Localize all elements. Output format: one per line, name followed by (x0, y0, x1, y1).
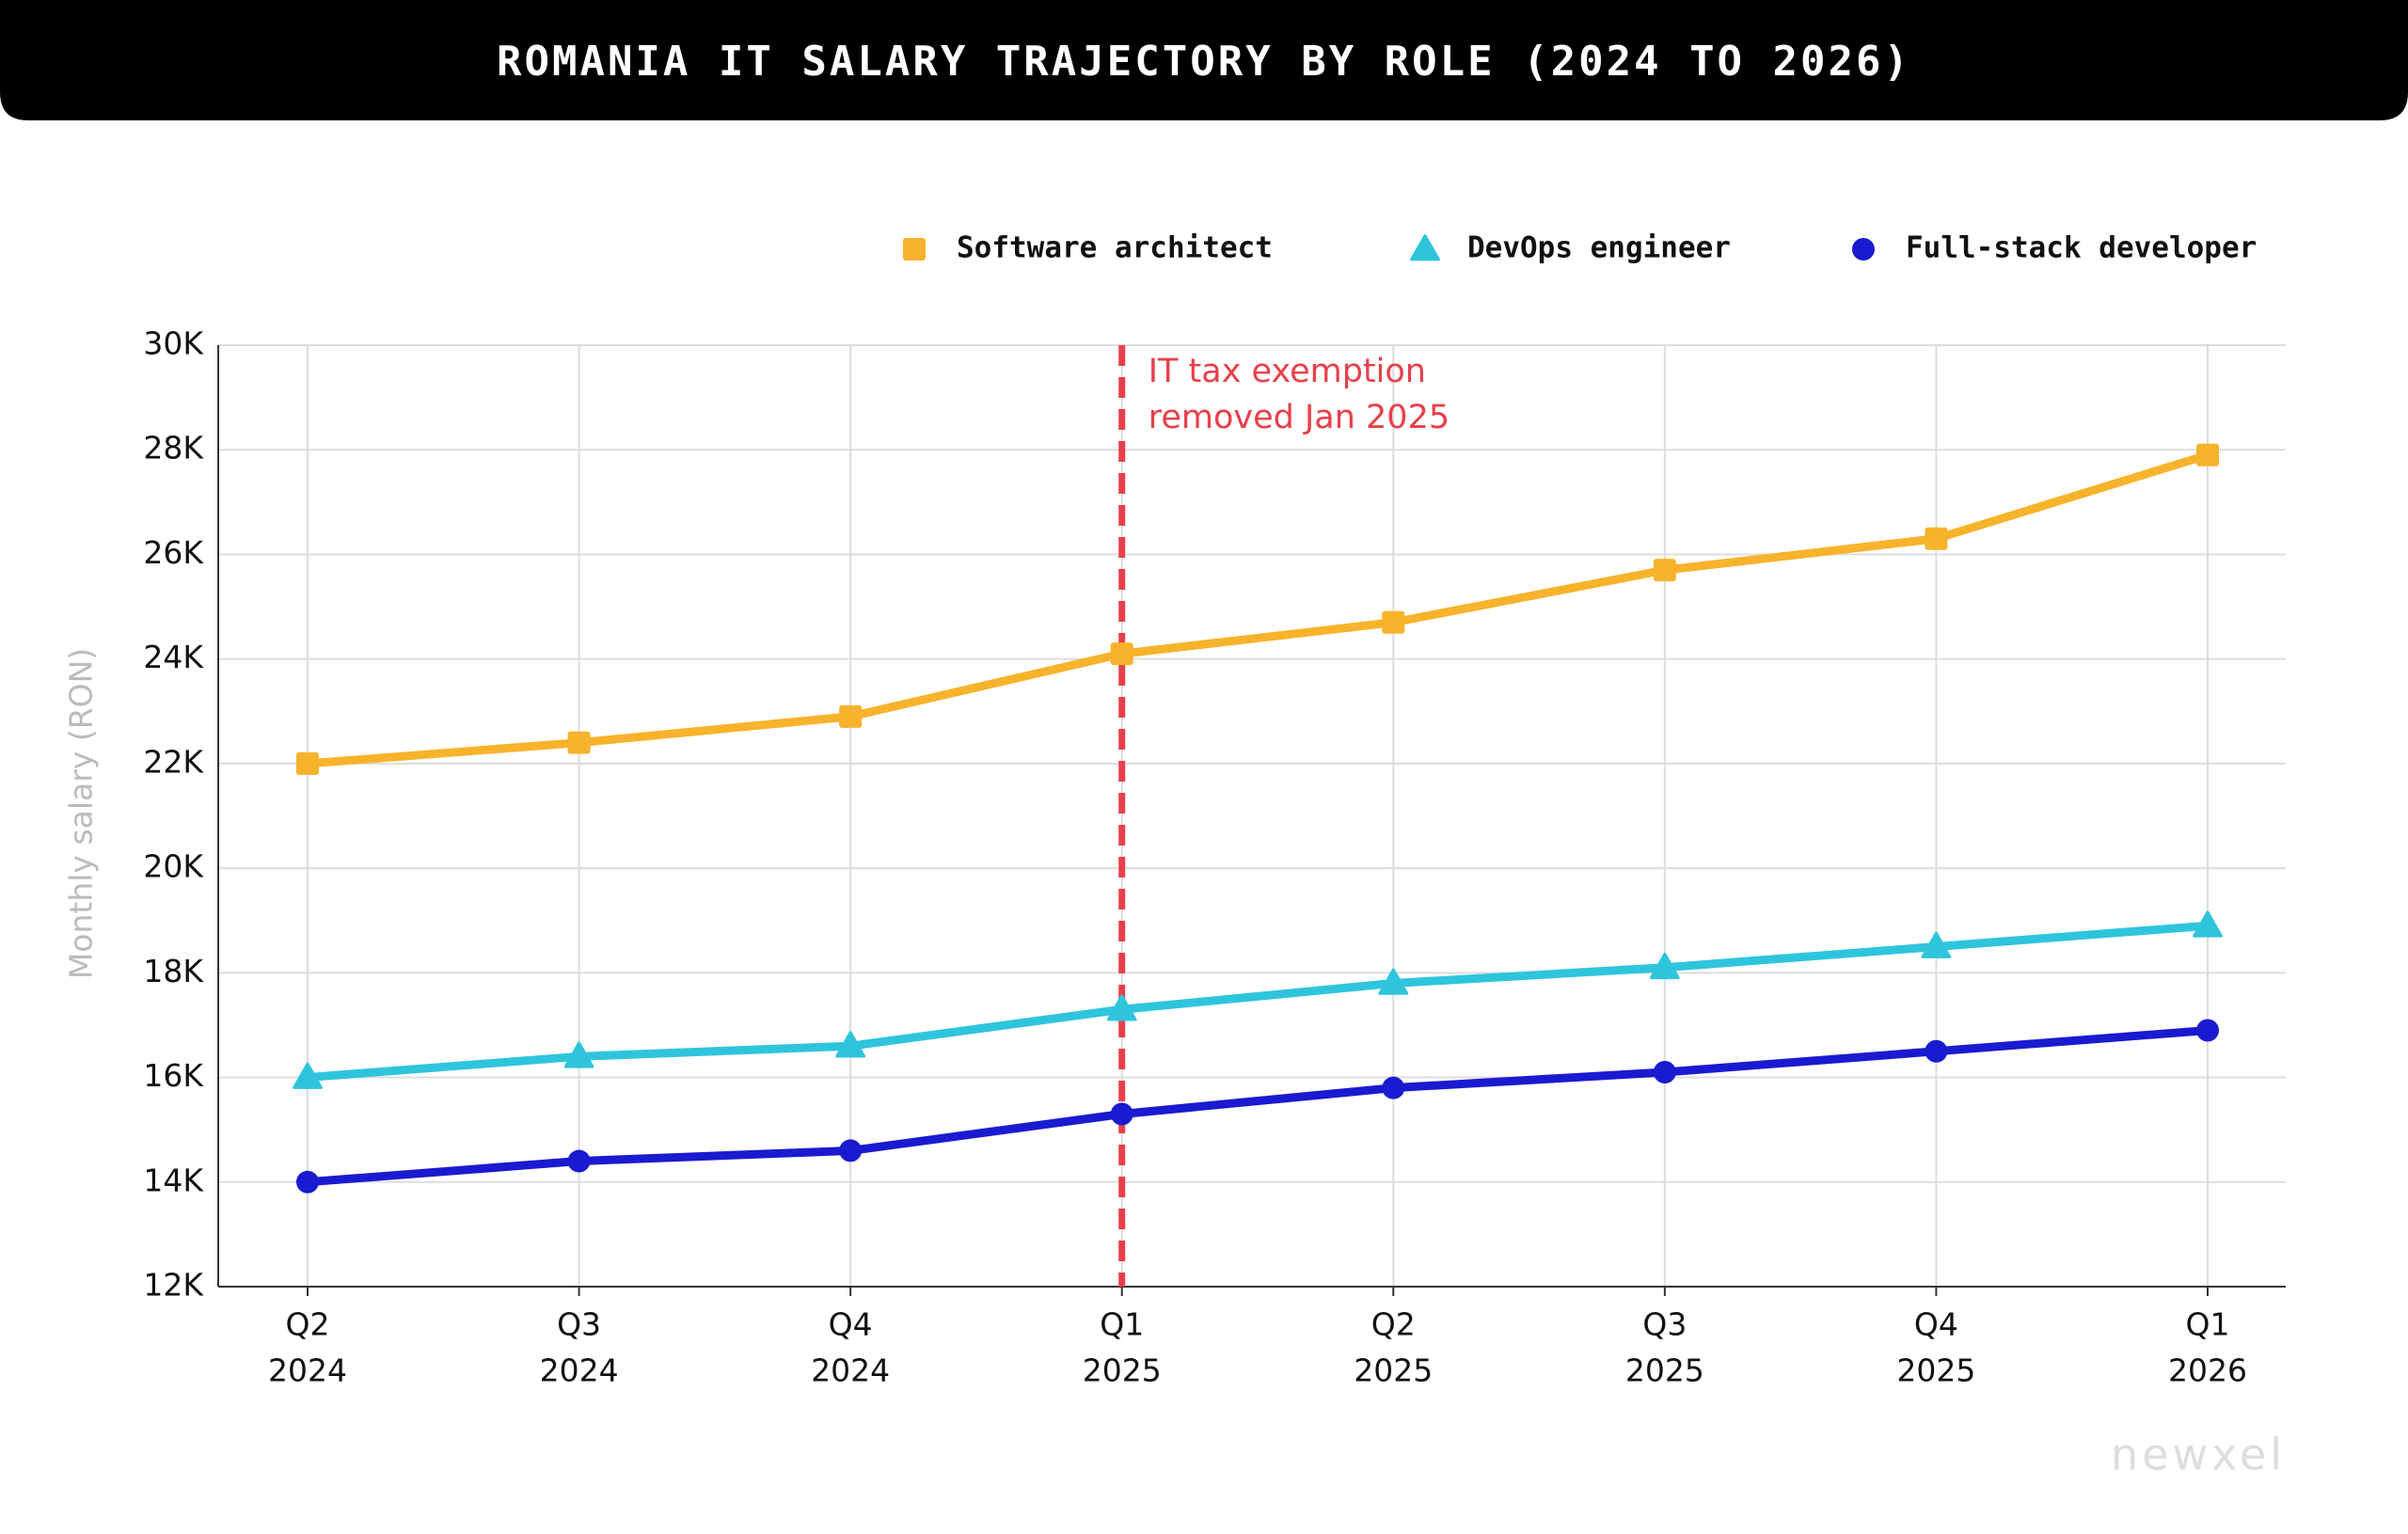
x-tick-label: 2025 (1896, 1352, 1975, 1389)
y-tick-label: 26K (143, 534, 204, 571)
data-point (296, 751, 319, 775)
y-tick-label: 28K (143, 430, 204, 467)
data-point (1653, 1060, 1676, 1083)
legend-label: DevOps engineer (1467, 231, 1731, 265)
annotation-text: removed Jan 2025 (1149, 399, 1450, 436)
series-line (307, 451, 2210, 768)
x-tick-label: Q1 (1100, 1306, 1144, 1343)
x-tick-label: Q4 (1914, 1306, 1958, 1343)
series-line (307, 1026, 2209, 1187)
y-tick-label: 22K (143, 743, 204, 780)
x-tick-label: Q4 (829, 1306, 873, 1343)
x-tick-label: Q3 (1642, 1306, 1687, 1343)
data-point (1106, 994, 1137, 1021)
data-point (839, 1139, 863, 1162)
data-point (1653, 559, 1676, 582)
x-tick-label: 2024 (811, 1352, 890, 1389)
data-point (1925, 527, 1948, 550)
data-point (1378, 968, 1409, 995)
data-point (1649, 952, 1680, 980)
data-point (2193, 910, 2223, 938)
title-bar (0, 0, 2408, 120)
data-point (1921, 931, 1952, 958)
y-tick-label: 14K (143, 1162, 204, 1198)
chart-title: ROMANIA IT SALARY TRAJECTORY BY ROLE (20… (497, 38, 1911, 86)
y-tick-label: 24K (143, 639, 204, 675)
series-line (307, 921, 2209, 1083)
legend-label: Software architect (957, 231, 1273, 265)
y-axis-label: Monthly salary (RON) (63, 648, 100, 979)
data-point (1925, 1039, 1948, 1063)
x-tick-label: 2025 (1083, 1352, 1162, 1389)
data-point (563, 1041, 594, 1068)
data-point (1110, 642, 1133, 666)
x-tick-label: 2024 (268, 1352, 347, 1389)
x-tick-label: 2025 (1354, 1352, 1433, 1389)
x-tick-label: Q3 (557, 1306, 601, 1343)
legend-marker (903, 238, 926, 261)
watermark: newxel (2111, 1430, 2286, 1480)
legend-label: Full-stack developer (1906, 231, 2257, 265)
y-tick-label: 20K (143, 848, 204, 885)
x-tick-label: 2024 (540, 1352, 619, 1389)
legend-marker (1852, 238, 1875, 261)
legend-marker (1410, 234, 1440, 261)
data-point (1382, 1076, 1405, 1099)
annotation-text: IT tax exemption (1149, 353, 1426, 390)
data-point (1382, 610, 1405, 634)
y-tick-label: 16K (143, 1057, 204, 1094)
x-tick-label: Q1 (2186, 1306, 2230, 1343)
data-point (2196, 1019, 2219, 1042)
x-tick-label: 2025 (1625, 1352, 1704, 1389)
data-point (1110, 1102, 1133, 1126)
data-point (296, 1170, 319, 1194)
data-point (839, 704, 863, 728)
x-tick-label: Q2 (1371, 1306, 1416, 1343)
y-tick-label: 12K (143, 1267, 204, 1304)
x-tick-label: 2026 (2168, 1352, 2247, 1389)
data-point (835, 1031, 866, 1058)
data-point (2196, 443, 2219, 467)
y-tick-label: 18K (143, 953, 204, 989)
data-point (567, 731, 591, 754)
data-point (293, 1062, 323, 1089)
x-tick-label: Q2 (286, 1306, 330, 1343)
y-tick-label: 30K (143, 325, 204, 362)
data-point (567, 1149, 591, 1173)
